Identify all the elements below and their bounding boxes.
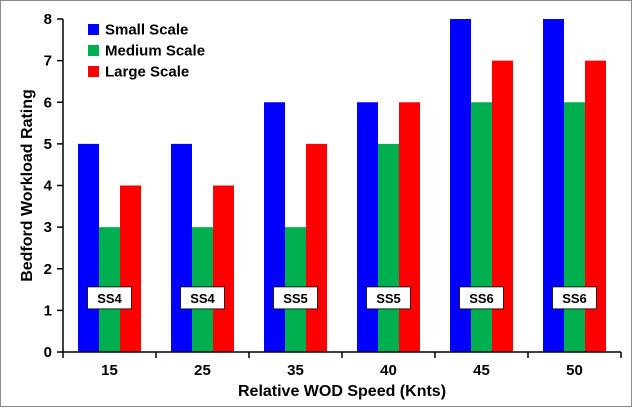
sea-state-label-box — [552, 286, 597, 310]
bar-small-scale-35 — [264, 102, 285, 352]
y-tick-label: 3 — [44, 219, 52, 236]
sea-state-label: SS5 — [283, 291, 308, 306]
bar-large-scale-45 — [492, 60, 513, 352]
legend-swatch-large-scale — [88, 66, 99, 77]
sea-state-label-box — [87, 286, 132, 310]
bar-large-scale-40 — [399, 102, 420, 352]
x-tick-label: 50 — [566, 362, 583, 379]
sea-state-label-box — [459, 286, 504, 310]
legend-swatch-small-scale — [88, 24, 99, 35]
x-tick-label: 40 — [380, 362, 397, 379]
y-ticks-group: 0 1 2 3 4 5 6 7 8 — [44, 11, 63, 361]
y-tick-label: 6 — [44, 94, 52, 111]
x-tick-label: 25 — [194, 362, 211, 379]
y-tick-label: 1 — [44, 302, 52, 319]
bar-small-scale-15 — [78, 143, 99, 352]
bar-medium-scale-40 — [378, 143, 399, 352]
sea-state-label: SS4 — [97, 291, 122, 306]
y-tick-label: 0 — [44, 344, 52, 361]
sea-state-label-box — [273, 286, 318, 310]
y-axis-title: Bedford Workload Rating — [19, 89, 36, 282]
y-tick-label: 4 — [44, 178, 53, 195]
sea-state-label: SS6 — [562, 291, 587, 306]
sea-state-label-box — [366, 286, 411, 310]
bar-medium-scale-50 — [564, 102, 585, 352]
bar-small-scale-50 — [543, 19, 564, 352]
y-tick-label: 5 — [44, 136, 52, 153]
x-tick-label: 35 — [287, 362, 304, 379]
legend-label-large-scale: Large Scale — [105, 64, 189, 81]
x-tick-label: 15 — [101, 362, 118, 379]
sea-state-label-box — [180, 286, 225, 310]
bar-medium-scale-45 — [471, 102, 492, 352]
legend-label-small-scale: Small Scale — [105, 22, 188, 39]
y-tick-label: 2 — [44, 261, 52, 278]
bar-large-scale-15 — [120, 185, 141, 352]
bar-large-scale-50 — [585, 60, 606, 352]
legend-label-medium-scale: Medium Scale — [105, 43, 205, 60]
bar-large-scale-35 — [306, 143, 327, 352]
sea-state-label: SS4 — [190, 291, 215, 306]
bar-large-scale-25 — [213, 185, 234, 352]
sea-state-label: SS6 — [469, 291, 494, 306]
legend-swatch-medium-scale — [88, 45, 99, 56]
bar-small-scale-25 — [171, 143, 192, 352]
y-tick-label: 7 — [44, 53, 52, 70]
x-axis-title: Relative WOD Speed (Knts) — [238, 383, 446, 400]
sea-state-label: SS5 — [376, 291, 401, 306]
bar-small-scale-40 — [357, 102, 378, 352]
bar-small-scale-45 — [450, 19, 471, 352]
annotations-group: SS4 SS4 SS5 SS5 SS6 SS6 — [87, 286, 597, 310]
x-tick-label: 45 — [473, 362, 490, 379]
legend: Small Scale Medium Scale Large Scale — [88, 22, 205, 81]
y-tick-label: 8 — [44, 11, 52, 28]
x-ticks-group: 15 25 35 40 45 50 — [62, 352, 622, 379]
